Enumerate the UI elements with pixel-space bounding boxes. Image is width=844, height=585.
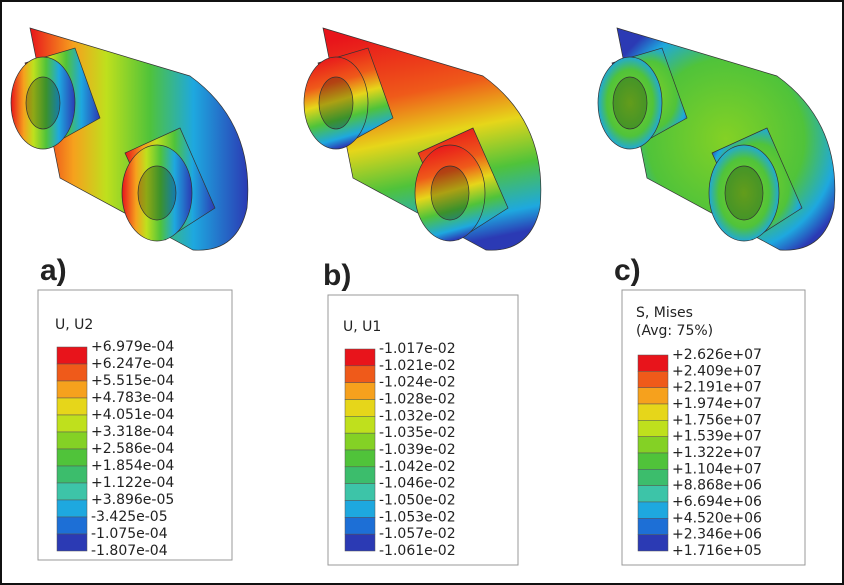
legend-level: +1.539e+07 — [672, 429, 762, 445]
color-swatch — [344, 500, 376, 518]
legend-title: U, U2 — [55, 317, 93, 333]
color-swatch — [56, 533, 88, 552]
panel-label: a) — [40, 254, 67, 287]
color-swatch — [56, 346, 88, 365]
legend-level: +1.854e-04 — [91, 458, 174, 474]
legend-level: +2.586e-04 — [91, 441, 174, 457]
color-swatch — [344, 483, 376, 501]
legend-level: +1.974e+07 — [672, 396, 762, 412]
color-swatch — [344, 432, 376, 451]
legend-level: +1.756e+07 — [672, 412, 762, 428]
color-swatch — [344, 416, 376, 434]
legend-level: +1.322e+07 — [672, 445, 762, 461]
legend-level: +5.515e-04 — [91, 373, 174, 389]
legend-level: -1.032e-02 — [379, 408, 456, 424]
legend-level: +6.979e-04 — [91, 339, 174, 355]
color-swatch — [637, 387, 669, 405]
legend-level: -1.035e-02 — [379, 425, 456, 441]
color-swatch — [56, 431, 88, 450]
legend-level: -1.807e-04 — [91, 543, 168, 559]
legend-level: +6.694e+06 — [672, 494, 762, 510]
color-swatch — [637, 371, 669, 388]
color-swatch — [344, 533, 376, 552]
color-swatch — [56, 465, 88, 484]
legend-level: +4.783e-04 — [91, 390, 174, 406]
color-swatch — [344, 517, 376, 535]
legend-level: +2.346e+06 — [672, 527, 762, 543]
panel-label: c) — [614, 254, 641, 287]
legend-level: +6.247e-04 — [91, 356, 174, 372]
legend-title: U, U1 — [343, 319, 381, 335]
panel-label: b) — [323, 259, 351, 292]
legend-level: +2.409e+07 — [672, 363, 762, 379]
legend-level: +2.626e+07 — [672, 347, 762, 363]
color-swatch — [56, 482, 88, 501]
legend-level: +1.122e-04 — [91, 475, 174, 491]
color-swatch — [637, 420, 669, 437]
color-swatch — [56, 397, 88, 416]
color-swatch — [56, 380, 88, 399]
legend-level: -1.039e-02 — [379, 442, 456, 458]
color-swatch — [56, 499, 88, 518]
color-swatch — [344, 348, 376, 367]
legend-level: -1.021e-02 — [379, 358, 456, 374]
legend-level: -1.017e-02 — [379, 341, 456, 357]
legend-title: S, Mises — [636, 305, 693, 321]
legend-level: +8.868e+06 — [672, 478, 762, 494]
legend-level: -1.053e-02 — [379, 509, 456, 525]
color-swatch — [637, 354, 669, 372]
color-swatch — [56, 448, 88, 467]
color-swatch — [56, 516, 88, 535]
color-swatch — [637, 469, 669, 486]
legend-level: -1.061e-02 — [379, 543, 456, 559]
legend-level: -1.042e-02 — [379, 459, 456, 475]
legend-title: (Avg: 75%) — [636, 323, 713, 339]
legend-level: -1.046e-02 — [379, 476, 456, 492]
color-swatch — [344, 365, 376, 383]
color-swatch — [344, 466, 376, 484]
color-swatch — [637, 534, 669, 552]
color-swatch — [56, 363, 88, 382]
legend-level: +4.520e+06 — [672, 510, 762, 526]
color-swatch — [637, 452, 669, 470]
color-swatch — [344, 399, 376, 417]
color-swatch — [637, 485, 669, 503]
color-swatch — [56, 414, 88, 433]
legend-level: -1.024e-02 — [379, 375, 456, 391]
legend-level: -1.050e-02 — [379, 493, 456, 509]
legend-level: -1.057e-02 — [379, 526, 456, 542]
color-swatch — [637, 518, 669, 535]
legend-level: -1.028e-02 — [379, 392, 456, 408]
color-swatch — [637, 403, 669, 421]
color-swatch — [344, 449, 376, 468]
color-swatch — [637, 501, 669, 519]
color-swatch — [344, 382, 376, 400]
legend-level: +1.104e+07 — [672, 461, 762, 477]
legend-level: +4.051e-04 — [91, 407, 174, 423]
legend-level: -3.425e-05 — [91, 509, 168, 525]
legend-level: +1.716e+05 — [672, 543, 762, 559]
legend-level: +3.318e-04 — [91, 424, 174, 440]
legend-level: +2.191e+07 — [672, 380, 762, 396]
color-swatch — [637, 436, 669, 454]
legend-level: +3.896e-05 — [91, 492, 174, 508]
legend-level: -1.075e-04 — [91, 526, 168, 542]
